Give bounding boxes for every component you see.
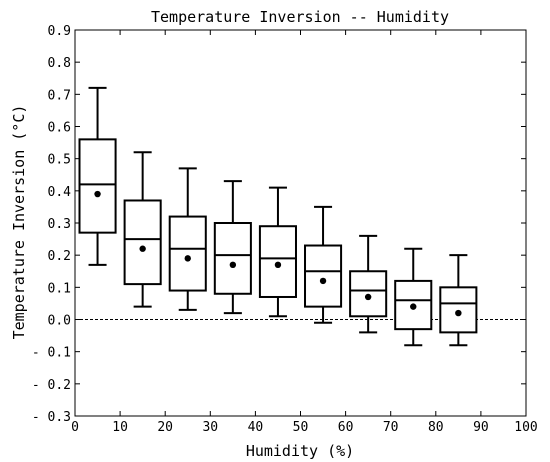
- y-tick-label: 0.8: [48, 56, 71, 71]
- iqr-box: [349, 270, 388, 318]
- plot-area: - 0.3 - 0.2 - 0.1 0.0 0.1 0.2 0.3 0.4 0.5 0.6 0.7 0…: [32, 24, 538, 435]
- x-tick-label: 10: [112, 420, 128, 435]
- mean-point: [184, 255, 191, 262]
- x-tick-label: 90: [473, 420, 489, 435]
- iqr-box: [439, 286, 478, 334]
- x-tick-label: 80: [428, 420, 444, 435]
- y-tick-label: 0.7: [48, 88, 71, 103]
- mean-point: [455, 309, 462, 317]
- y-tick-label: - 0.1: [32, 346, 71, 361]
- x-axis-label: Humidity (%): [246, 442, 354, 460]
- x-tick-label: 50: [293, 420, 309, 435]
- x-tick-label: 0: [71, 420, 79, 435]
- x-tick-label: 40: [248, 420, 264, 435]
- y-tick-label: 0.6: [48, 121, 71, 136]
- y-tick-label: 0.9: [48, 24, 71, 39]
- mean-point: [139, 245, 146, 252]
- iqr-box: [168, 215, 207, 292]
- x-tick-label: 30: [202, 420, 218, 435]
- y-tick-label: 0.3: [48, 217, 71, 232]
- y-tick-label: - 0.3: [32, 410, 71, 425]
- x-tick-label: 100: [514, 420, 537, 435]
- mean-point: [94, 190, 101, 198]
- y-axis-label: Temperature Inversion (°C): [10, 105, 28, 340]
- y-tick-label: 0.2: [48, 249, 71, 264]
- y-tick-label: - 0.2: [32, 378, 71, 393]
- y-tick-label: 0.4: [48, 185, 72, 200]
- mean-point: [364, 293, 372, 301]
- x-tick-label: 20: [157, 420, 173, 435]
- iqr-box: [304, 244, 343, 308]
- mean-point: [410, 303, 417, 310]
- x-tick-label: 70: [383, 420, 399, 435]
- chart-title: Temperature Inversion -- Humidity: [151, 8, 449, 26]
- mean-point: [319, 277, 327, 285]
- x-tick-label: 60: [338, 420, 354, 435]
- iqr-box: [123, 199, 162, 286]
- mean-point: [274, 261, 282, 269]
- y-tick-label: 0.5: [48, 153, 71, 168]
- mean-point: [229, 261, 237, 269]
- y-tick-label: 0.1: [48, 281, 71, 296]
- iqr-box: [78, 138, 117, 234]
- y-tick-label: 0.0: [48, 314, 71, 329]
- iqr-box: [213, 222, 252, 295]
- iqr-box: [258, 225, 297, 298]
